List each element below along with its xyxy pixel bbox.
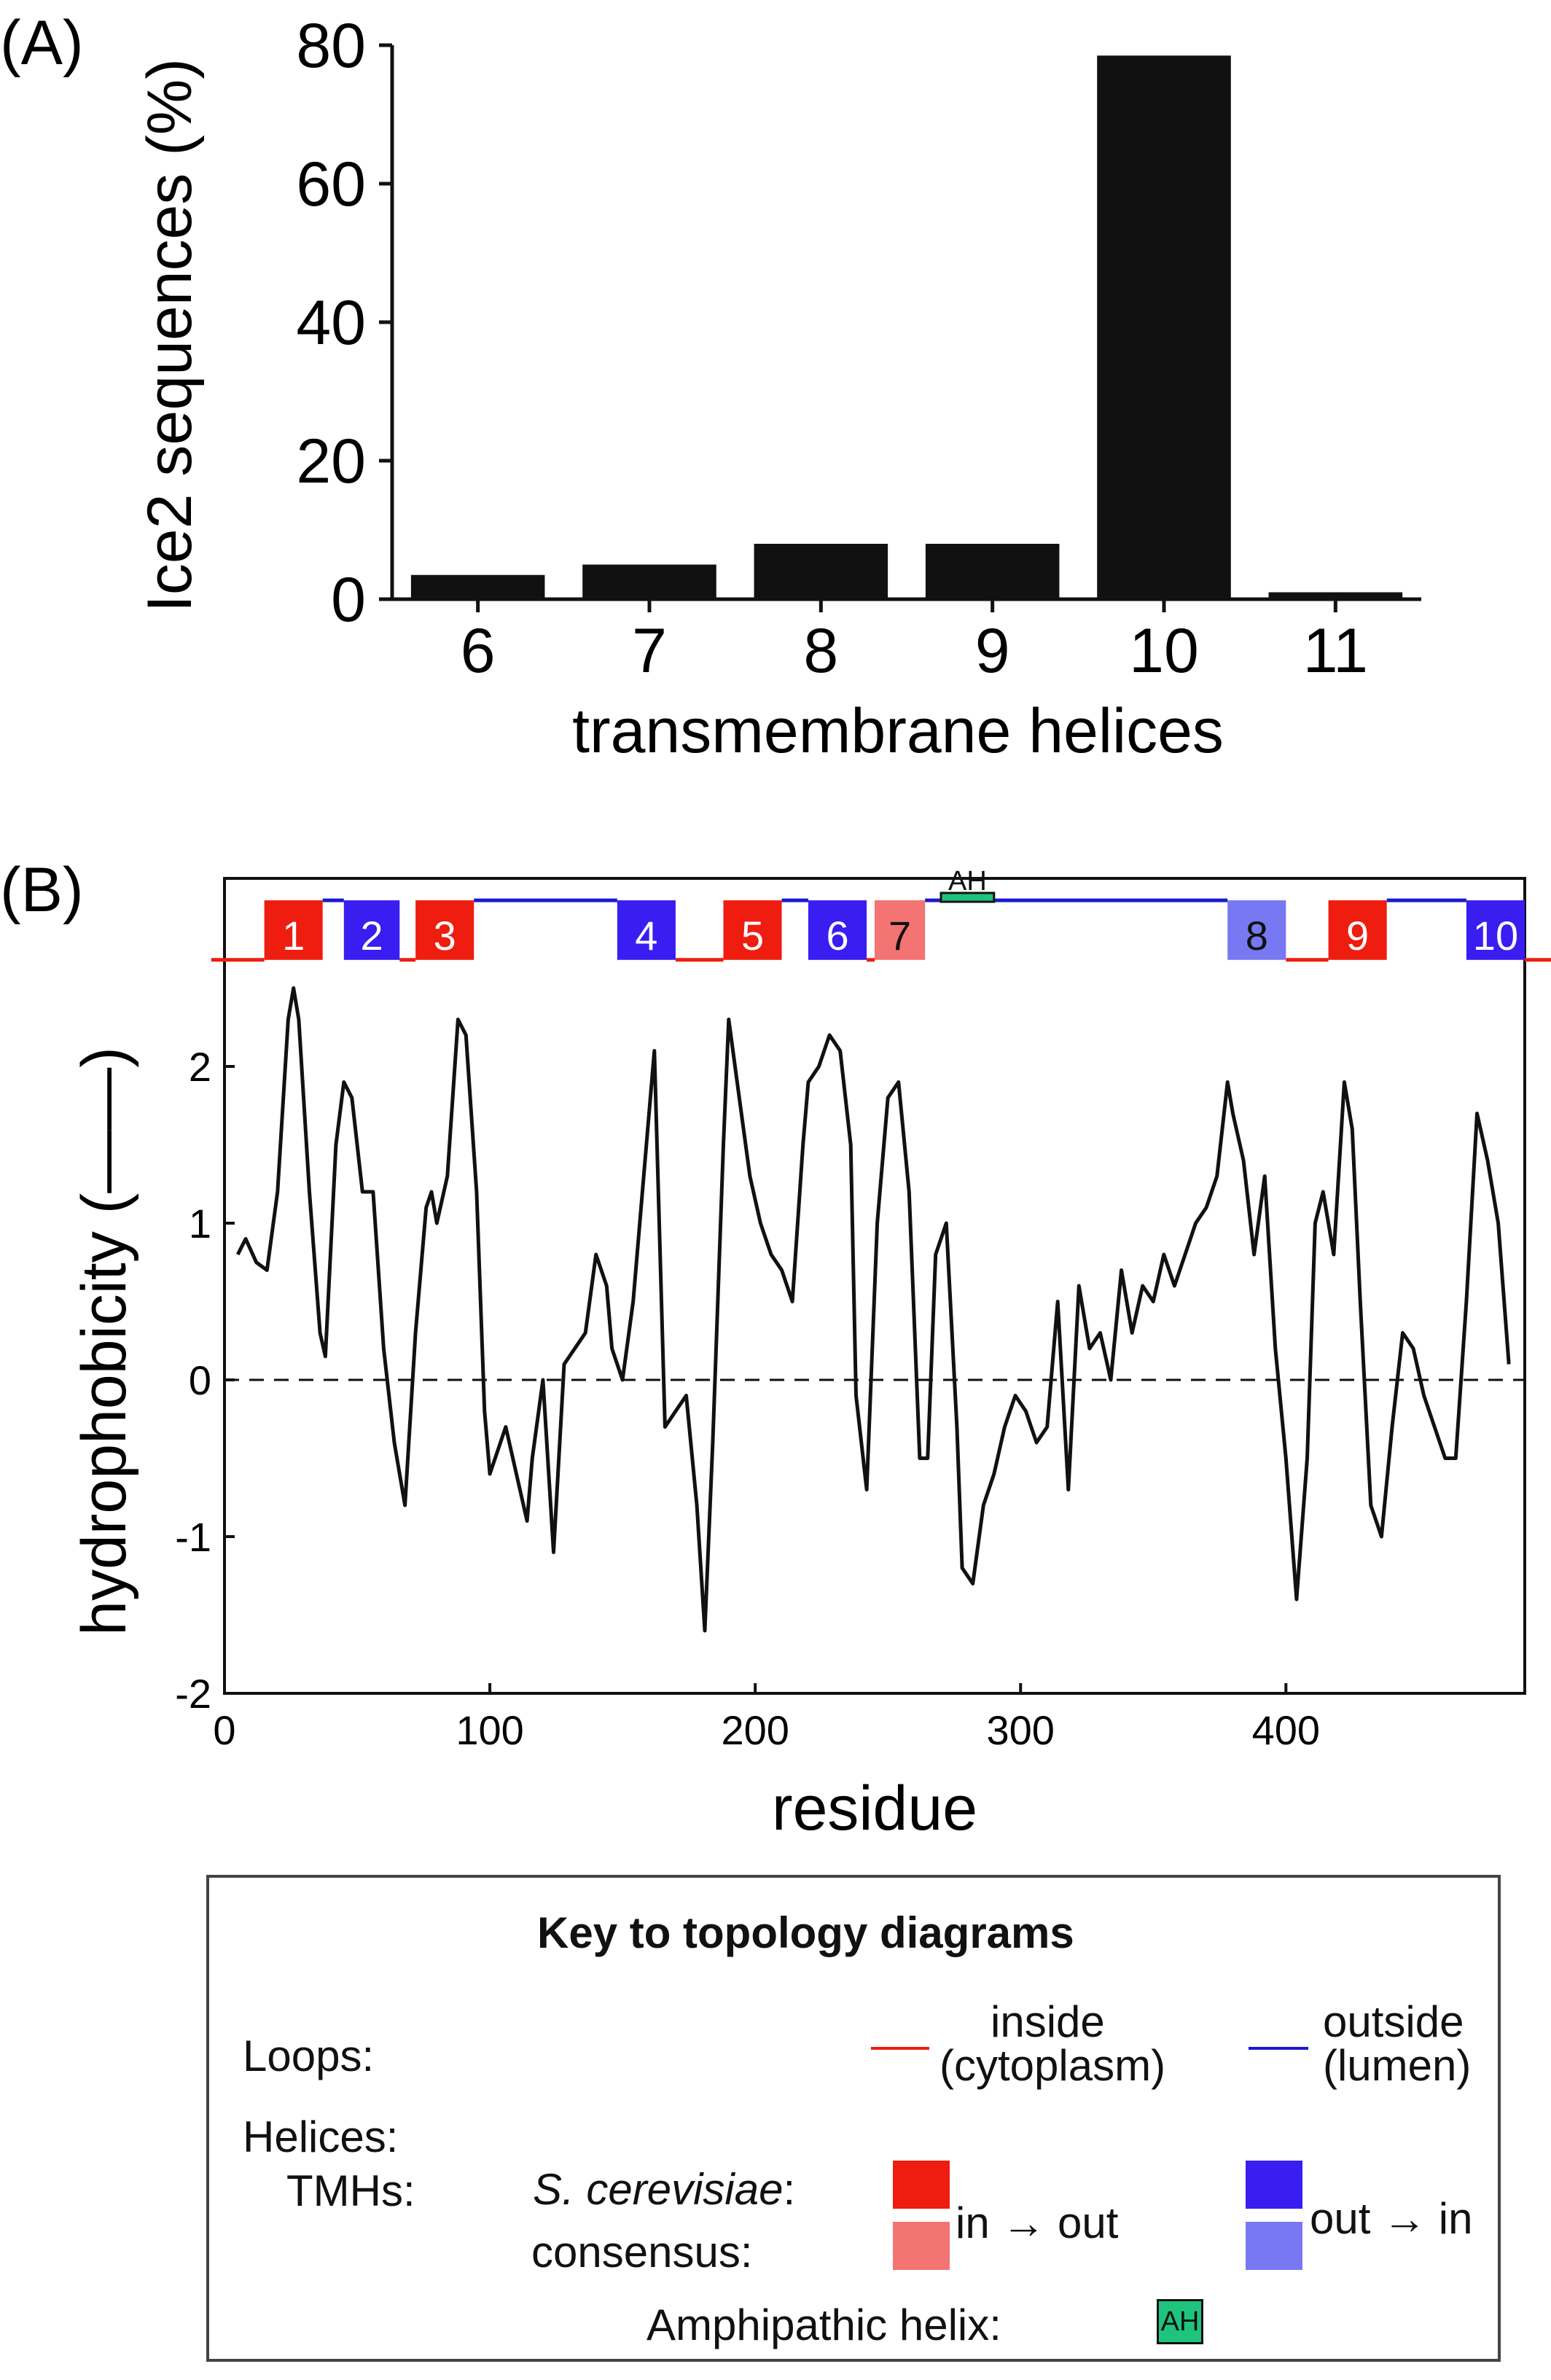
y-tick-label: 0 xyxy=(189,1357,211,1403)
panel-b-y-ticks: -2 -1 0 1 2 xyxy=(175,1044,235,1717)
x-tick-label: 6 xyxy=(461,616,496,686)
bar-8 xyxy=(754,544,888,599)
helix-label-8: 8 xyxy=(1246,913,1268,959)
helix-label-5: 5 xyxy=(741,913,764,959)
helix-9 xyxy=(1328,900,1387,960)
legend-title: Key to topology diagrams xyxy=(537,1908,1074,1957)
y-tick-label: 80 xyxy=(296,11,366,81)
y-tick-label: 1 xyxy=(189,1201,211,1246)
y-tick-label: 0 xyxy=(331,565,366,635)
legend-out-in-label: out → in xyxy=(1310,2194,1473,2243)
legend-species-row: S. cerevisiae: xyxy=(533,2168,795,2212)
y-tick-label: -2 xyxy=(175,1671,211,1717)
helix-3 xyxy=(415,900,474,960)
legend-outside-sublabel: (lumen) xyxy=(1323,2041,1472,2090)
legend-amphipathic-label: Amphipathic helix: xyxy=(646,2301,1001,2349)
legend-in-out-label: in → out xyxy=(956,2198,1119,2247)
panel-a-bars xyxy=(410,55,1403,599)
x-tick-label: 9 xyxy=(975,616,1010,686)
legend-inside-loop-line xyxy=(871,2047,929,2050)
helix-label-9: 9 xyxy=(1346,913,1369,959)
helix-4 xyxy=(617,900,676,960)
helix-label-1: 1 xyxy=(282,913,305,959)
y-tick-label: 40 xyxy=(296,288,366,358)
panel-a-y-axis-title: Ice2 sequences (%) xyxy=(135,58,205,612)
panel-b-label: (B) xyxy=(0,855,84,925)
x-tick-label: 300 xyxy=(987,1707,1055,1753)
y-tick-label: -1 xyxy=(175,1514,211,1560)
panel-a-x-axis-title: transmembrane helices xyxy=(572,696,1224,766)
x-tick-label: 0 xyxy=(213,1707,235,1753)
bar-9 xyxy=(925,544,1060,599)
panel-b-x-axis-title: residue xyxy=(772,1774,977,1843)
legend-outside-label: outside xyxy=(1323,1997,1464,2046)
swatch-in-out-consensus xyxy=(893,2222,950,2270)
helix-10 xyxy=(1466,900,1525,960)
helix-8 xyxy=(1227,900,1286,960)
legend-inside-label: inside xyxy=(991,1997,1105,2046)
x-tick-label: 400 xyxy=(1252,1707,1320,1753)
panel-b-plot-frame xyxy=(223,877,1526,1695)
panel-b-hydrophobicity-plot: (B) 1 2 3 4 5 6 7 8 9 10 AH -2 -1 0 1 2 0 100 200 300 400… xyxy=(0,855,1551,1843)
legend-species-label: S. cerevisiae xyxy=(533,2165,784,2214)
helix-7 xyxy=(875,900,926,960)
bar-7 xyxy=(582,564,716,599)
helix-label-6: 6 xyxy=(826,913,848,959)
legend-inside-sublabel: (cytoplasm) xyxy=(939,2041,1166,2090)
topology-legend: Key to topology diagrams Loops: inside (… xyxy=(206,1875,1501,2362)
legend-outside-loop-line xyxy=(1249,2047,1308,2050)
helix-5 xyxy=(723,900,782,960)
x-tick-label: 200 xyxy=(721,1707,789,1753)
panel-a-bar-chart: (A) Ice2 sequences (%) transmembrane hel… xyxy=(0,8,1421,766)
legend-tmhs-label: TMHs: xyxy=(286,2166,415,2215)
helix-6 xyxy=(808,900,867,960)
helix-1 xyxy=(264,900,323,960)
panel-a-label: (A) xyxy=(0,8,84,78)
swatch-out-in-consensus xyxy=(1246,2222,1302,2270)
bar-11 xyxy=(1268,592,1403,599)
y-tick-label: 2 xyxy=(189,1044,211,1090)
x-tick-label: 8 xyxy=(803,616,838,686)
panel-a-x-ticks: 6 7 8 9 10 11 xyxy=(461,599,1368,686)
x-tick-label: 7 xyxy=(632,616,667,686)
legend-helices-label: Helices: xyxy=(243,2112,399,2161)
helix-label-4: 4 xyxy=(635,913,657,959)
panel-b-y-axis-title: hydrophobicity (——) xyxy=(69,1047,139,1636)
y-tick-label: 60 xyxy=(296,149,366,219)
topology-amphipathic-helix: AH xyxy=(939,866,996,903)
bar-6 xyxy=(410,574,545,599)
legend-species-colon: : xyxy=(783,2165,796,2214)
bar-10 xyxy=(1097,55,1231,599)
panel-b-x-ticks: 0 100 200 300 400 xyxy=(213,1683,1320,1753)
swatch-out-in-sc xyxy=(1246,2161,1302,2209)
hydrophobicity-line xyxy=(235,986,1511,1633)
amphipathic-helix-box xyxy=(939,891,996,903)
x-tick-label: 10 xyxy=(1129,616,1199,686)
helix-label-7: 7 xyxy=(888,913,911,959)
panel-a-y-ticks: 0 20 40 60 80 xyxy=(296,11,392,635)
legend-ah-badge: AH xyxy=(1157,2299,1203,2344)
helix-label-2: 2 xyxy=(360,913,383,959)
x-tick-label: 11 xyxy=(1303,616,1368,686)
x-tick-label: 100 xyxy=(456,1707,523,1753)
helix-2 xyxy=(343,900,400,960)
legend-consensus-label: consensus: xyxy=(531,2228,753,2276)
legend-loops-label: Loops: xyxy=(243,2032,375,2080)
swatch-in-out-sc xyxy=(893,2161,950,2209)
amphipathic-helix-label: AH xyxy=(948,866,987,897)
topology-helices: 1 2 3 4 5 6 7 8 9 10 xyxy=(264,900,1525,960)
helix-label-3: 3 xyxy=(434,913,456,959)
helix-label-10: 10 xyxy=(1473,913,1518,959)
y-tick-label: 20 xyxy=(296,426,366,496)
